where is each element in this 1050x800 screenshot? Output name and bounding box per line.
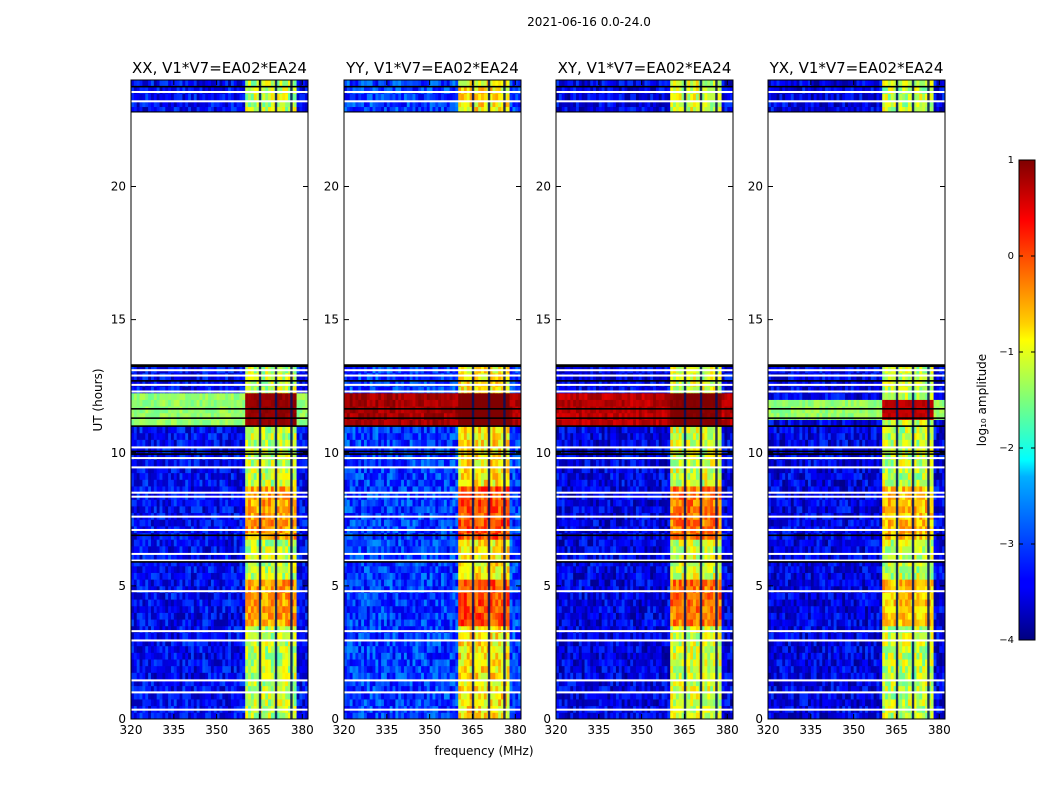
- panel-title: YY, V1*V7=EA02*EA24: [345, 59, 519, 77]
- y-tick-label: 10: [111, 446, 126, 460]
- panel-title: XY, V1*V7=EA02*EA24: [558, 59, 732, 77]
- y-tick-label: 15: [536, 313, 551, 327]
- panel-title: XX, V1*V7=EA02*EA24: [132, 59, 307, 77]
- y-tick-label: 5: [331, 579, 339, 593]
- x-axis-label: frequency (MHz): [434, 744, 533, 758]
- y-tick-label: 0: [118, 712, 126, 726]
- x-tick-label: 350: [842, 723, 865, 737]
- y-tick-label: 0: [755, 712, 763, 726]
- x-tick-label: 350: [630, 723, 653, 737]
- y-tick-label: 5: [118, 579, 126, 593]
- panel-frame: [343, 79, 522, 720]
- colorbar-tick-label: −2: [999, 443, 1014, 454]
- y-tick-label: 0: [331, 712, 339, 726]
- y-tick-label: 20: [536, 180, 551, 194]
- x-tick-label: 380: [928, 723, 951, 737]
- x-tick-label: 320: [333, 723, 356, 737]
- panels-layer: XX, V1*V7=EA02*EA24 320 335 350 365 380 0 5 10 15…: [111, 59, 951, 737]
- panel-frame: [555, 79, 734, 720]
- x-tick-label: 380: [716, 723, 739, 737]
- panel-heatmap: [344, 80, 521, 719]
- panel-heatmap: [768, 80, 945, 719]
- y-tick-label: 15: [324, 313, 339, 327]
- x-tick-label: 350: [205, 723, 228, 737]
- colorbar-label: log₁₀ amplitude: [975, 354, 989, 446]
- panel-title: YX, V1*V7=EA02*EA24: [769, 59, 944, 77]
- figure-suptitle: 2021-06-16 0.0-24.0: [527, 15, 651, 29]
- panel-yx: YX, V1*V7=EA02*EA24 320 335 350 365 380 0 5 10 15…: [748, 59, 951, 737]
- y-axis-label: UT (hours): [91, 368, 105, 431]
- x-tick-label: 320: [545, 723, 568, 737]
- x-tick-label: 320: [757, 723, 780, 737]
- y-tick-label: 20: [111, 180, 126, 194]
- colorbar-gradient: [1018, 159, 1036, 641]
- x-tick-label: 365: [673, 723, 696, 737]
- x-tick-label: 380: [291, 723, 314, 737]
- y-tick-label: 15: [111, 313, 126, 327]
- panel-heatmap: [131, 80, 308, 719]
- colorbar-tick-label: 1: [1008, 155, 1014, 166]
- x-tick-label: 320: [120, 723, 143, 737]
- y-tick-label: 10: [324, 446, 339, 460]
- panel-xy: XY, V1*V7=EA02*EA24 320 335 350 365 380 0 5 10 15…: [536, 59, 739, 737]
- x-tick-label: 335: [162, 723, 185, 737]
- panel-xx: XX, V1*V7=EA02*EA24 320 335 350 365 380 0 5 10 15…: [111, 59, 314, 737]
- y-tick-label: 10: [748, 446, 763, 460]
- x-tick-label: 365: [885, 723, 908, 737]
- panel-yy: YY, V1*V7=EA02*EA24 320 335 350 365 380 0 5 10 15…: [324, 59, 527, 737]
- panel-frame: [130, 79, 309, 720]
- panel-heatmap: [556, 80, 733, 719]
- colorbar-tick-label: −1: [999, 347, 1014, 358]
- y-tick-label: 20: [324, 180, 339, 194]
- y-tick-label: 0: [543, 712, 551, 726]
- colorbar-tick-label: 0: [1008, 251, 1014, 262]
- panel-frame: [767, 79, 946, 720]
- x-tick-label: 335: [799, 723, 822, 737]
- colorbar: 1 0 −1 −2 −3 −4 log₁₀ amplitude: [975, 155, 1036, 646]
- x-tick-label: 365: [248, 723, 271, 737]
- x-tick-label: 350: [418, 723, 441, 737]
- colorbar-tick-label: −4: [999, 635, 1014, 646]
- y-tick-label: 5: [543, 579, 551, 593]
- y-tick-label: 15: [748, 313, 763, 327]
- y-tick-label: 20: [748, 180, 763, 194]
- x-tick-label: 380: [504, 723, 527, 737]
- y-tick-label: 5: [755, 579, 763, 593]
- x-tick-label: 335: [375, 723, 398, 737]
- y-tick-label: 10: [536, 446, 551, 460]
- colorbar-tick-label: −3: [999, 539, 1014, 550]
- x-tick-label: 335: [587, 723, 610, 737]
- colorbar-ticks: 1 0 −1 −2 −3 −4: [999, 155, 1035, 646]
- x-tick-label: 365: [461, 723, 484, 737]
